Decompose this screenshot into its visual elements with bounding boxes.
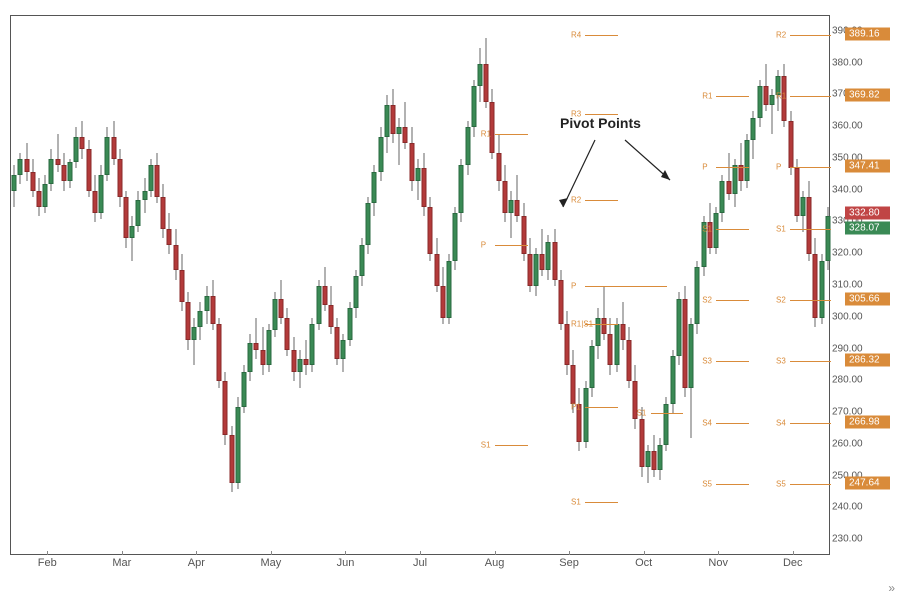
price-badge: 389.16 xyxy=(845,27,890,40)
pivot-line xyxy=(790,423,831,424)
pivot-line xyxy=(716,423,749,424)
pivot-label: S3 xyxy=(776,357,786,366)
x-tick-label: Jul xyxy=(413,557,427,569)
arrow-1 xyxy=(555,135,605,215)
y-tick-label: 340.00 xyxy=(832,184,863,195)
pivot-label: S5 xyxy=(702,480,712,489)
pivot-line xyxy=(716,484,749,485)
pivot-line xyxy=(585,502,618,503)
pivot-line xyxy=(495,445,528,446)
x-tick-label: Sep xyxy=(559,557,579,569)
pivot-line xyxy=(790,96,831,97)
y-tick-label: 260.00 xyxy=(832,438,863,449)
x-tick-label: May xyxy=(261,557,282,569)
price-badge: 369.82 xyxy=(845,88,890,101)
scroll-indicator-icon: » xyxy=(888,581,895,595)
pivot-label: R1 xyxy=(776,91,786,100)
pivot-label: P xyxy=(481,240,486,249)
pivot-line xyxy=(790,35,831,36)
y-tick-label: 280.00 xyxy=(832,375,863,386)
y-tick-label: 310.00 xyxy=(832,280,863,291)
pivot-label: S1 xyxy=(776,224,786,233)
pivot-label: S1 xyxy=(571,498,581,507)
pivot-label: S2 xyxy=(702,295,712,304)
pivot-label: S4 xyxy=(776,418,786,427)
pivot-line xyxy=(495,245,528,246)
y-tick-label: 320.00 xyxy=(832,248,863,259)
y-tick-label: 230.00 xyxy=(832,534,863,545)
price-badge: 266.98 xyxy=(845,415,890,428)
pivot-label: P1 xyxy=(571,402,581,411)
pivot-line xyxy=(651,413,684,414)
y-tick-label: 300.00 xyxy=(832,311,863,322)
price-badge: 305.66 xyxy=(845,292,890,305)
chart-container: R4R2R1R1R3R1PPR2S1S1PPS2S2R1|S1S3S3P1S1S… xyxy=(0,0,900,600)
price-badge: 247.64 xyxy=(845,477,890,490)
x-axis: Feb Mar Apr May Jun Jul Aug Sep Oct Nov Dec xyxy=(10,555,830,575)
arrow-2 xyxy=(620,135,680,190)
pivot-line xyxy=(790,167,831,168)
pivot-label: P xyxy=(776,163,781,172)
x-tick-label: Nov xyxy=(708,557,728,569)
pivot-line xyxy=(790,361,831,362)
pivot-label: S2 xyxy=(776,295,786,304)
x-tick-label: Jun xyxy=(337,557,355,569)
pivot-line xyxy=(585,35,618,36)
pivot-label: S3 xyxy=(702,357,712,366)
pivot-label: S1 xyxy=(481,440,491,449)
pivot-label: S1 xyxy=(702,224,712,233)
x-tick-label: Apr xyxy=(188,557,205,569)
pivot-label: P xyxy=(571,282,576,291)
pivot-label: R1 xyxy=(481,129,491,138)
x-tick-label: Feb xyxy=(38,557,57,569)
y-tick-label: 240.00 xyxy=(832,502,863,513)
x-tick-label: Dec xyxy=(783,557,803,569)
annotation-pivot-points: Pivot Points xyxy=(560,115,641,131)
pivot-label: R1|S1 xyxy=(571,320,593,329)
y-tick-label: 380.00 xyxy=(832,57,863,68)
price-badge: 328.07 xyxy=(845,221,890,234)
pivot-label: R4 xyxy=(571,30,581,39)
price-badge: 286.32 xyxy=(845,354,890,367)
x-tick-label: Mar xyxy=(112,557,131,569)
price-badge: 332.80 xyxy=(845,206,890,219)
pivot-label: R2 xyxy=(776,30,786,39)
pivot-line xyxy=(585,407,618,408)
price-badge: 347.41 xyxy=(845,160,890,173)
pivot-line xyxy=(495,134,528,135)
pivot-label: S1 xyxy=(637,409,647,418)
pivot-line xyxy=(790,484,831,485)
pivot-line xyxy=(716,96,749,97)
plot-area[interactable]: R4R2R1R1R3R1PPR2S1S1PPS2S2R1|S1S3S3P1S1S… xyxy=(10,15,830,555)
pivot-line xyxy=(716,361,749,362)
y-tick-label: 360.00 xyxy=(832,121,863,132)
pivot-label: S5 xyxy=(776,480,786,489)
pivot-line xyxy=(716,300,749,301)
pivot-line xyxy=(790,300,831,301)
x-tick-label: Aug xyxy=(485,557,505,569)
x-tick-label: Oct xyxy=(635,557,652,569)
pivot-line xyxy=(716,229,749,230)
pivot-label: R1 xyxy=(702,91,712,100)
pivot-line xyxy=(716,167,749,168)
pivot-line xyxy=(790,229,831,230)
pivot-label: P xyxy=(702,163,707,172)
pivot-label: S4 xyxy=(702,418,712,427)
y-tick-label: 290.00 xyxy=(832,343,863,354)
pivot-line xyxy=(585,286,667,287)
